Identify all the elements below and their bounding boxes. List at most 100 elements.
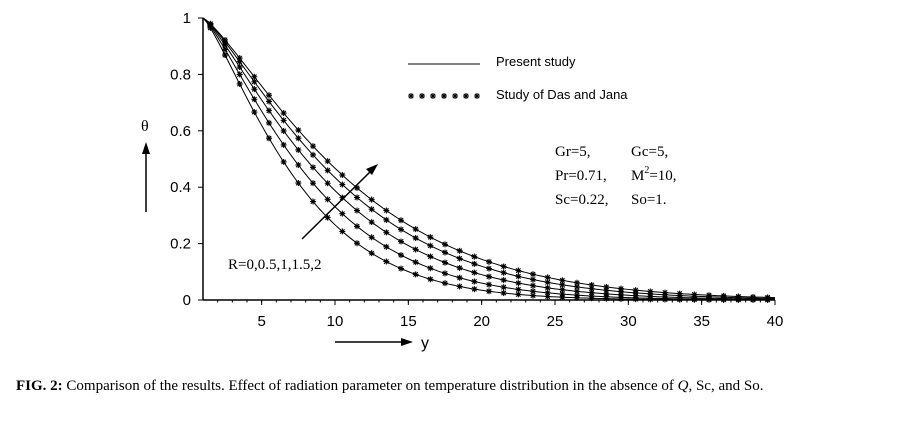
y-arrow-head bbox=[142, 142, 150, 154]
series-marker-R-2 bbox=[706, 292, 712, 299]
series-marker-R-2 bbox=[236, 55, 243, 62]
series-marker-R-0.5 bbox=[427, 265, 434, 272]
series-marker-R-0.5 bbox=[515, 286, 522, 293]
series-marker-R-0 bbox=[530, 292, 536, 299]
series-marker-R-2 bbox=[383, 207, 390, 214]
series-marker-R-2 bbox=[280, 110, 287, 117]
series-marker-R-0 bbox=[398, 265, 404, 272]
series-marker-R-1.5 bbox=[486, 265, 492, 272]
series-marker-R-0 bbox=[266, 135, 272, 142]
series-marker-R-2 bbox=[486, 258, 492, 265]
series-marker-R-0 bbox=[442, 280, 448, 287]
series-marker-R-2 bbox=[764, 294, 771, 301]
series-marker-R-2 bbox=[295, 127, 302, 134]
series-marker-R-0.5 bbox=[412, 259, 419, 266]
series-marker-R-0.5 bbox=[559, 291, 566, 298]
series-marker-R-0 bbox=[500, 290, 507, 297]
series-marker-R-0.5 bbox=[280, 141, 287, 148]
series-marker-R-0.5 bbox=[471, 278, 478, 285]
series-marker-R-2 bbox=[368, 196, 375, 203]
series-marker-R-1 bbox=[618, 291, 624, 298]
series-marker-R-0.5 bbox=[222, 46, 228, 53]
chart: 5 10 15 20 25 30 35 40 0 0.2 0.4 0.6 0.8 1 θ y Prese… bbox=[141, 10, 784, 352]
series-marker-R-1 bbox=[295, 146, 302, 153]
series-marker-R-2 bbox=[720, 292, 727, 299]
series-marker-R-2 bbox=[251, 73, 258, 80]
legend-star bbox=[430, 93, 436, 99]
series-marker-R-2 bbox=[647, 288, 654, 295]
series-marker-R-2 bbox=[691, 291, 698, 298]
annotation-arrow-head bbox=[366, 164, 378, 175]
series-marker-R-2 bbox=[618, 285, 624, 292]
y-axis-label: θ bbox=[141, 118, 149, 135]
series-marker-R-1.5 bbox=[588, 285, 595, 292]
series-marker-R-0.5 bbox=[368, 234, 375, 241]
series-marker-R-0.5 bbox=[310, 180, 316, 187]
series-marker-R-1 bbox=[398, 238, 404, 245]
series-marker-R-1.5 bbox=[618, 288, 624, 295]
series-marker-R-0 bbox=[427, 276, 434, 283]
x-tick-label: 40 bbox=[767, 313, 784, 330]
series-marker-R-2 bbox=[412, 226, 419, 233]
series-marker-R-0 bbox=[310, 198, 316, 205]
series-marker-R-1 bbox=[310, 164, 316, 171]
series-marker-R-0 bbox=[354, 240, 360, 247]
x-tick-label: 25 bbox=[547, 313, 564, 330]
series-marker-R-2 bbox=[662, 289, 668, 296]
caption-label: FIG. 2: bbox=[16, 378, 63, 394]
param-so: So=1. bbox=[631, 192, 667, 208]
series-marker-R-0.5 bbox=[339, 210, 346, 217]
series-marker-R-0 bbox=[236, 80, 243, 87]
parameter-block: Gr=5, Gc=5, Pr=0.71, M2=10, Sc=0.22, So=… bbox=[555, 144, 677, 208]
series-marker-R-1 bbox=[515, 280, 522, 287]
series-marker-R-0 bbox=[559, 294, 566, 301]
series-marker-R-0 bbox=[412, 271, 419, 278]
y-tick-label: 0.8 bbox=[170, 66, 191, 83]
series-marker-R-2 bbox=[339, 172, 346, 179]
series-marker-R-1 bbox=[236, 64, 243, 71]
series-marker-R-1.5 bbox=[471, 260, 478, 267]
y-tick-label: 0.2 bbox=[170, 236, 191, 253]
series-marker-R-1.5 bbox=[427, 242, 434, 249]
series-marker-R-2 bbox=[266, 92, 272, 99]
series-marker-R-0.5 bbox=[295, 162, 302, 169]
series-marker-R-1.5 bbox=[236, 58, 243, 65]
legend-marker-sample bbox=[408, 93, 480, 99]
series-marker-R-1 bbox=[544, 284, 551, 291]
series-marker-R-2 bbox=[398, 217, 404, 224]
series-marker-R-1.5 bbox=[266, 98, 272, 105]
series-marker-R-1 bbox=[442, 259, 448, 266]
y-tick-label: 0 bbox=[183, 292, 191, 309]
param-m: M2=10, bbox=[631, 165, 677, 184]
series-marker-R-1.5 bbox=[354, 194, 360, 201]
series-marker-R-2 bbox=[632, 287, 639, 294]
series-marker-R-2 bbox=[574, 279, 580, 286]
series-marker-R-1.5 bbox=[251, 78, 258, 85]
series-marker-R-0 bbox=[486, 288, 492, 295]
series-marker-R-1 bbox=[471, 269, 478, 276]
series-marker-R-2 bbox=[530, 271, 536, 278]
series-marker-R-2 bbox=[471, 253, 478, 260]
series-marker-R-1.5 bbox=[339, 181, 346, 188]
series-marker-R-1.5 bbox=[412, 235, 419, 242]
series-marker-R-0 bbox=[222, 52, 228, 59]
x-tick-label: 5 bbox=[257, 313, 265, 330]
series-marker-R-0 bbox=[324, 214, 331, 221]
legend-line-label: Present study bbox=[496, 54, 576, 69]
y-tick-label: 0.4 bbox=[170, 179, 191, 196]
series-marker-R-1.5 bbox=[515, 273, 522, 280]
param-sc: Sc=0.22, bbox=[555, 192, 608, 208]
series-marker-R-1.5 bbox=[603, 287, 610, 294]
series-marker-R-1.5 bbox=[574, 283, 580, 290]
series-marker-R-0 bbox=[383, 258, 390, 265]
series-marker-R-0.5 bbox=[544, 289, 551, 296]
series-marker-R-0.5 bbox=[500, 284, 507, 291]
series-marker-R-0 bbox=[515, 291, 522, 298]
series-marker-R-1 bbox=[603, 290, 610, 297]
series-marker-R-1 bbox=[588, 289, 595, 296]
series-marker-R-0.5 bbox=[324, 196, 331, 203]
series-marker-R-0.5 bbox=[398, 252, 404, 259]
caption-q: Q bbox=[677, 378, 689, 394]
legend-star bbox=[408, 93, 414, 99]
series-marker-R-2 bbox=[310, 143, 316, 150]
